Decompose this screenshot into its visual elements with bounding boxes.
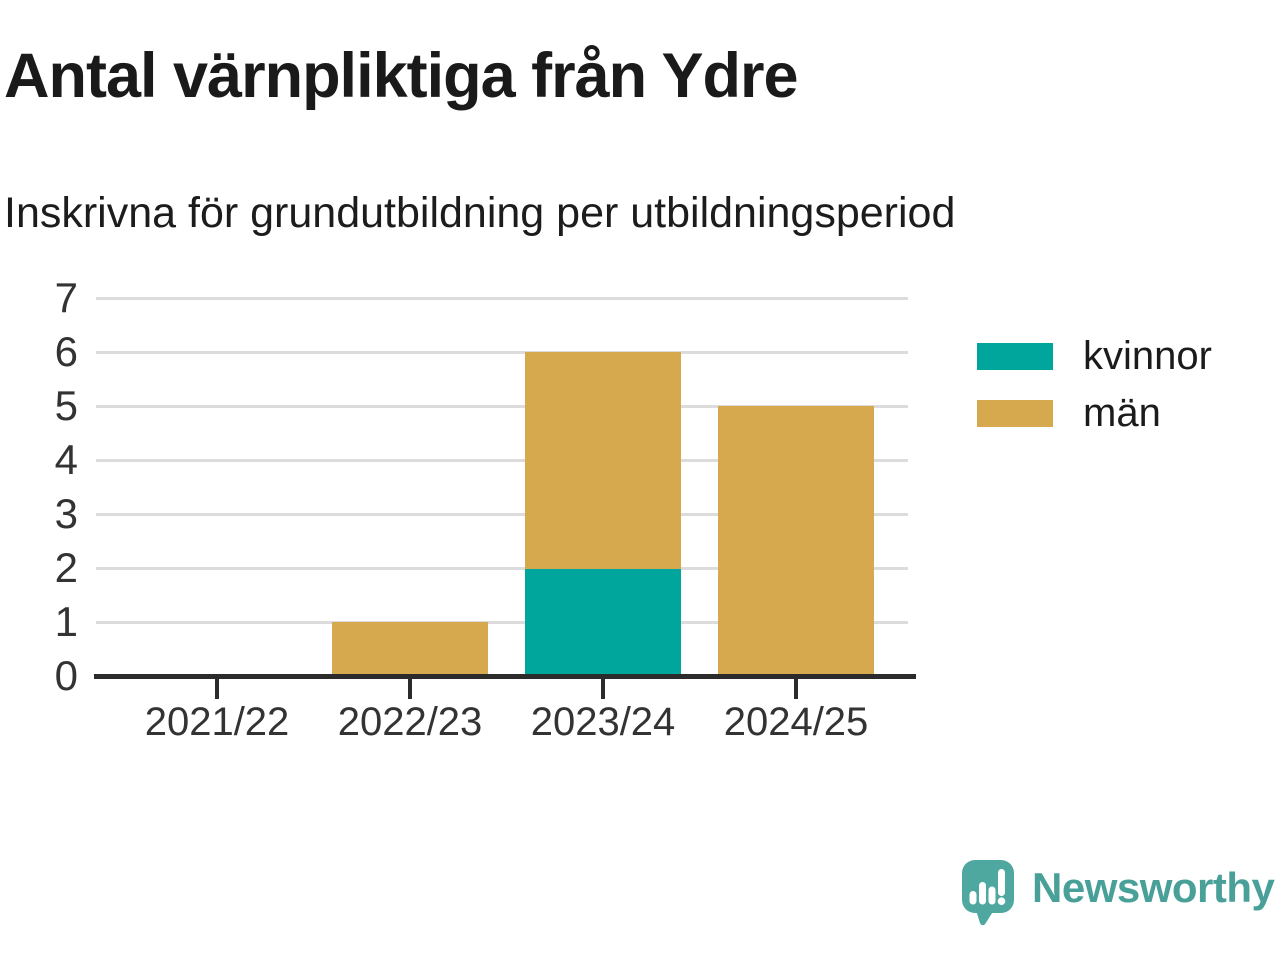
man-swatch <box>977 400 1053 427</box>
newsworthy-logo-text: Newsworthy <box>1032 864 1275 911</box>
legend-item-man: män <box>977 391 1212 435</box>
y-tick-label-0: 0 <box>54 652 78 699</box>
newsworthy-logo-icon <box>962 860 1014 926</box>
gridline-y2 <box>96 567 908 570</box>
bar-2024-25-män <box>718 406 874 677</box>
newsworthy-branding: Newsworthy <box>956 856 1275 930</box>
y-tick-label-7: 7 <box>54 274 78 321</box>
x-tick-2022-23 <box>408 679 412 699</box>
gridline-y1 <box>96 621 908 624</box>
x-axis-line <box>94 674 916 679</box>
y-tick-label-6: 6 <box>54 328 78 375</box>
legend: kvinnor män <box>977 334 1212 457</box>
x-tick-2024-25 <box>794 679 798 699</box>
kvinnor-label: kvinnor <box>1083 334 1212 378</box>
legend-item-kvinnor: kvinnor <box>977 334 1212 378</box>
bar-2023-24-kvinnor <box>525 568 681 677</box>
y-tick-label-5: 5 <box>54 382 78 429</box>
bar-2023-24-män <box>525 352 681 569</box>
y-tick-label-2: 2 <box>54 544 78 591</box>
x-tick-label-2023-24: 2023/24 <box>530 700 676 744</box>
x-tick-label-2024-25: 2024/25 <box>723 700 869 744</box>
y-tick-label-1: 1 <box>54 598 78 645</box>
man-label: män <box>1083 391 1161 435</box>
y-tick-label-3: 3 <box>54 490 78 537</box>
x-tick-label-2021-22: 2021/22 <box>144 700 290 744</box>
gridline-y5 <box>96 405 908 408</box>
x-tick-2021-22 <box>215 679 219 699</box>
kvinnor-swatch <box>977 343 1053 370</box>
gridline-y4 <box>96 459 908 462</box>
bar-2022-23-män <box>332 622 488 677</box>
x-tick-2023-24 <box>601 679 605 699</box>
chart-subtitle: Inskrivna för grundutbildning per utbild… <box>4 189 956 237</box>
x-tick-label-2022-23: 2022/23 <box>337 700 483 744</box>
gridline-y6 <box>96 351 908 354</box>
chart-title: Antal värnpliktiga från Ydre <box>4 41 799 111</box>
gridline-y3 <box>96 513 908 516</box>
gridline-y7 <box>96 297 908 300</box>
y-tick-label-4: 4 <box>54 436 78 483</box>
